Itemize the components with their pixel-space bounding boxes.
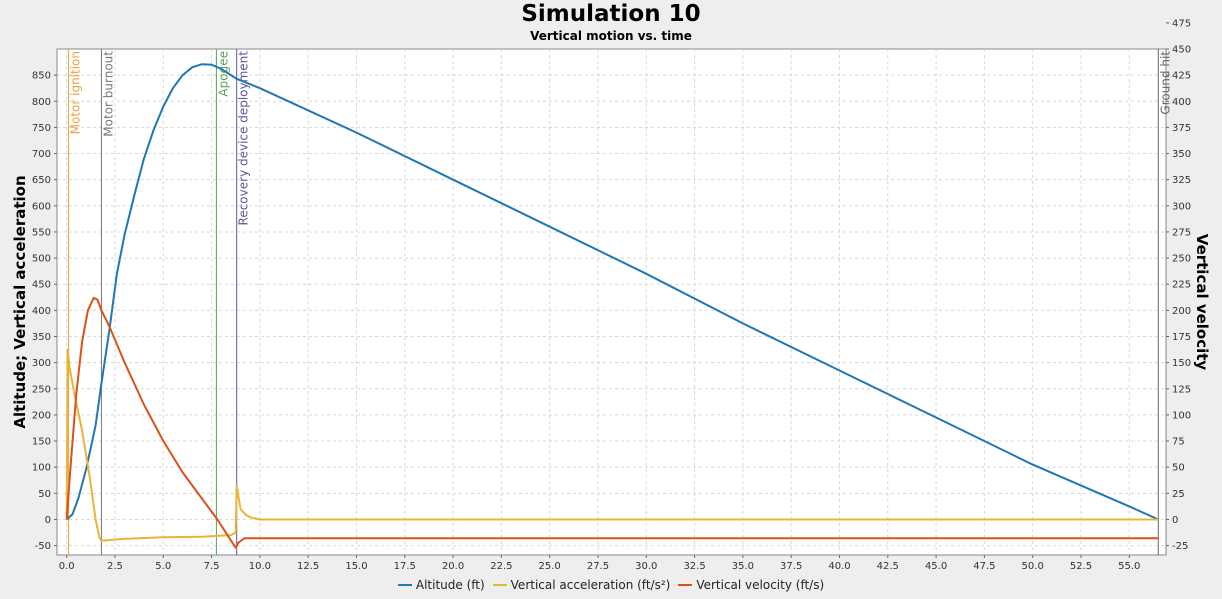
y-left-tick-label: 750 bbox=[32, 123, 51, 134]
y-right-tick-label: 300 bbox=[1172, 201, 1191, 212]
y-right-tick-label: 350 bbox=[1172, 149, 1191, 160]
y-left-tick-label: 200 bbox=[32, 410, 51, 421]
y-left-tick-label: 500 bbox=[32, 254, 51, 265]
y-left-tick-label: -50 bbox=[35, 541, 51, 552]
y-left-tick-label: 100 bbox=[32, 463, 51, 474]
legend-item-altitude: Altitude (ft) bbox=[397, 578, 485, 592]
legend-item-vertical-velocity: Vertical velocity (ft/s) bbox=[678, 578, 824, 592]
y-left-tick-label: 0 bbox=[45, 515, 51, 526]
y-left-tick-label: 50 bbox=[38, 489, 51, 500]
legend-label-vertical-acceleration: Vertical acceleration (ft/s²) bbox=[510, 578, 671, 592]
y-left-tick-label: 800 bbox=[32, 97, 51, 108]
chart-title: Simulation 10 bbox=[521, 1, 701, 27]
x-tick-label: 25.0 bbox=[539, 561, 561, 572]
y-left-tick-label: 650 bbox=[32, 175, 51, 186]
x-tick-label: 30.0 bbox=[635, 561, 657, 572]
y-right-tick-label: 275 bbox=[1172, 227, 1191, 238]
event-label-recovery-device-deployment: Recovery device deployment bbox=[237, 51, 251, 226]
legend-label-vertical-velocity: Vertical velocity (ft/s) bbox=[696, 578, 825, 592]
x-tick-label: 35.0 bbox=[732, 561, 754, 572]
x-tick-label: 17.5 bbox=[394, 561, 416, 572]
x-tick-label: 27.5 bbox=[587, 561, 609, 572]
y-right-tick-label: 325 bbox=[1172, 175, 1191, 186]
y-right-tick-label: 450 bbox=[1172, 45, 1191, 56]
y-right-tick-label: 175 bbox=[1172, 332, 1191, 343]
chart-legend: Altitude (ft) Vertical acceleration (ft/… bbox=[0, 578, 1222, 592]
x-tick-label: 15.0 bbox=[345, 561, 367, 572]
x-tick-label: 2.5 bbox=[107, 561, 123, 572]
right-axis-ticks: -25 0 25 50 75 100 125 150 175 200 225 250 275 300 325… bbox=[1166, 18, 1191, 552]
x-tick-label: 42.5 bbox=[877, 561, 899, 572]
chart-canvas: -500501001502002503003504004505005506006… bbox=[11, 18, 1211, 572]
series-line-vertical-velocity bbox=[65, 296, 1159, 549]
y-left-tick-label: 400 bbox=[32, 306, 51, 317]
y-left-tick-label: 700 bbox=[32, 149, 51, 160]
y-right-tick-label: -25 bbox=[1172, 541, 1188, 552]
x-tick-label: 10.0 bbox=[249, 561, 271, 572]
y-right-tick-label: 200 bbox=[1172, 306, 1191, 317]
x-tick-label: 7.5 bbox=[204, 561, 220, 572]
y-left-tick-label: 450 bbox=[32, 280, 51, 291]
event-markers: Motor ignition Motor burnout Apogee Recover… bbox=[68, 49, 1172, 555]
x-tick-label: 5.0 bbox=[155, 561, 171, 572]
y-right-tick-label: 225 bbox=[1172, 280, 1191, 291]
y-right-tick-label: 125 bbox=[1172, 384, 1191, 395]
y-right-tick-label: 400 bbox=[1172, 97, 1191, 108]
x-tick-label: 32.5 bbox=[683, 561, 705, 572]
series-line-altitude bbox=[66, 63, 1159, 521]
event-label-motor-ignition: Motor ignition bbox=[69, 51, 83, 134]
y-left-tick-label: 150 bbox=[32, 437, 51, 448]
y-right-tick-label: 50 bbox=[1172, 463, 1185, 474]
y-right-tick-label: 25 bbox=[1172, 489, 1185, 500]
event-label-motor-burnout: Motor burnout bbox=[101, 51, 115, 137]
y-left-axis-label: Altitude; Vertical acceleration bbox=[11, 175, 29, 428]
y-left-tick-label: 600 bbox=[32, 201, 51, 212]
y-left-tick-label: 350 bbox=[32, 332, 51, 343]
series-line-vertical-acceleration bbox=[65, 348, 1159, 542]
chart-subtitle: Vertical motion vs. time bbox=[530, 29, 692, 43]
left-axis-ticks: -50 0 50 100 150 200 250 300 350 400 450 500 550 600 6… bbox=[32, 71, 57, 552]
x-tick-label: 37.5 bbox=[780, 561, 802, 572]
x-tick-label: 50.0 bbox=[1022, 561, 1044, 572]
x-tick-label: 47.5 bbox=[973, 561, 995, 572]
y-left-tick-label: 300 bbox=[32, 358, 51, 369]
x-tick-label: 40.0 bbox=[828, 561, 850, 572]
series-lines bbox=[65, 63, 1159, 549]
event-label-ground-hit: Ground hit bbox=[1158, 51, 1172, 115]
y-right-tick-label: 75 bbox=[1172, 437, 1185, 448]
plot-area bbox=[56, 48, 1167, 556]
legend-label-altitude: Altitude (ft) bbox=[415, 578, 485, 592]
x-tick-label: 20.0 bbox=[442, 561, 464, 572]
legend-swatch-vertical-velocity bbox=[678, 584, 693, 586]
y-right-tick-label: 375 bbox=[1172, 123, 1191, 134]
legend-swatch-vertical-acceleration bbox=[492, 584, 507, 586]
y-left-tick-label: 250 bbox=[32, 384, 51, 395]
x-tick-label: 12.5 bbox=[297, 561, 319, 572]
x-tick-label: 45.0 bbox=[925, 561, 947, 572]
x-tick-label: 52.5 bbox=[1070, 561, 1092, 572]
x-axis-ticks: 0.0 2.5 5.0 7.5 10.0 12.5 15.0 17.5 20.0 22.5 25.0… bbox=[59, 555, 1140, 572]
legend-item-vertical-acceleration: Vertical acceleration (ft/s²) bbox=[492, 578, 671, 592]
y-left-tick-label: 550 bbox=[32, 227, 51, 238]
y-right-tick-label: 150 bbox=[1172, 358, 1191, 369]
y-right-tick-label: 425 bbox=[1172, 71, 1191, 82]
legend-swatch-altitude bbox=[397, 584, 412, 586]
x-tick-label: 0.0 bbox=[59, 561, 75, 572]
event-label-apogee: Apogee bbox=[216, 51, 230, 97]
y-right-tick-label: 0 bbox=[1172, 515, 1178, 526]
y-right-tick-label: 100 bbox=[1172, 410, 1191, 421]
y-right-tick-label: 250 bbox=[1172, 254, 1191, 265]
grid-lines bbox=[57, 49, 1166, 555]
y-left-tick-label: 850 bbox=[32, 71, 51, 82]
x-tick-label: 55.0 bbox=[1118, 561, 1140, 572]
y-right-axis-label: Vertical velocity bbox=[1193, 234, 1211, 371]
x-tick-label: 22.5 bbox=[490, 561, 512, 572]
y-right-tick-label: 475 bbox=[1172, 18, 1191, 29]
